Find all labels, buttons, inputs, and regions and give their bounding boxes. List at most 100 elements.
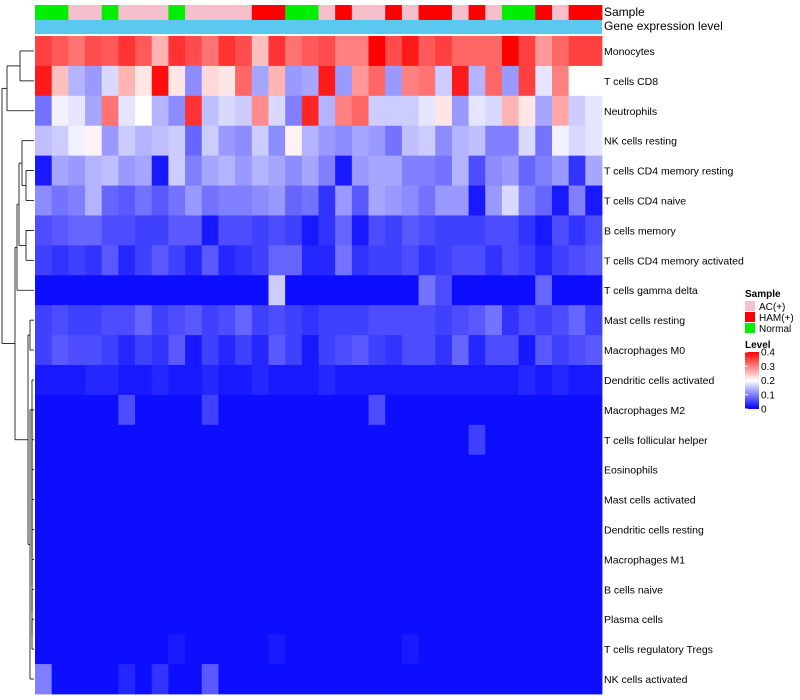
heatmap-cell	[51, 604, 69, 635]
heatmap-cell	[118, 95, 136, 127]
heatmap-cell	[101, 424, 119, 456]
heatmap-cell	[318, 185, 336, 216]
heatmap-cell	[151, 424, 169, 456]
heatmap-cell	[385, 125, 403, 157]
heatmap-cell	[335, 185, 353, 216]
sample-annotation-cell	[385, 5, 403, 20]
heatmap-cell	[318, 604, 336, 635]
heatmap-cell	[68, 215, 86, 246]
heatmap-cell	[585, 65, 603, 97]
heatmap-cell	[101, 36, 119, 67]
heatmap-cell	[568, 574, 586, 605]
heatmap-cell	[151, 36, 169, 67]
heatmap-cell	[568, 365, 586, 396]
heatmap-cell	[518, 484, 536, 515]
sample-annotation-cell	[435, 5, 453, 20]
heatmap-cell	[368, 275, 386, 306]
heatmap-cell	[268, 514, 286, 545]
heatmap-cell	[151, 484, 169, 515]
gene-expression-bar	[35, 20, 602, 34]
heatmap-cell	[501, 484, 520, 515]
heatmap-cell	[468, 305, 486, 336]
heatmap-cell	[318, 544, 336, 575]
heatmap-cell	[35, 604, 53, 635]
heatmap-cell	[351, 185, 369, 216]
row-label: NK cells resting	[604, 136, 677, 148]
heatmap-cell	[585, 245, 603, 276]
heatmap-cell	[401, 424, 419, 456]
heatmap-cell	[251, 514, 269, 545]
sample-annotation-cell	[235, 5, 253, 20]
heatmap-cell	[568, 65, 586, 97]
heatmap-cell	[68, 125, 86, 157]
heatmap-cell	[301, 514, 319, 545]
heatmap-cell	[501, 245, 520, 276]
heatmap-cell	[218, 215, 236, 246]
heatmap-cell	[468, 65, 486, 97]
heatmap-cell	[118, 335, 136, 366]
heatmap-cell	[35, 215, 53, 246]
level-colorbar	[745, 352, 759, 409]
heatmap-cell	[51, 305, 69, 336]
heatmap-cell	[201, 454, 219, 486]
sample-legend-title: Sample	[745, 289, 781, 300]
heatmap-cell	[535, 185, 553, 216]
sample-annotation-cell	[451, 5, 469, 20]
heatmap-cell	[51, 365, 69, 396]
heatmap-cell	[485, 305, 503, 336]
heatmap-cell	[351, 215, 369, 246]
heatmap-cell	[268, 305, 286, 336]
heatmap-cell	[218, 394, 236, 426]
heatmap-cell	[468, 484, 486, 515]
sample-annotation-cell	[501, 5, 520, 20]
heatmap-cell	[468, 185, 486, 216]
heatmap-cell	[568, 215, 586, 246]
heatmap-cell	[568, 664, 586, 695]
heatmap-cell	[468, 215, 486, 246]
level-legend-tick-label: 0.2	[761, 376, 775, 387]
heatmap-cell	[385, 634, 403, 665]
heatmap-cell	[501, 634, 520, 665]
heatmap-cell	[468, 574, 486, 605]
heatmap-cell	[85, 185, 103, 216]
heatmap-cell	[168, 95, 186, 127]
heatmap-cell	[135, 36, 153, 67]
heatmap-cell	[235, 36, 253, 67]
heatmap-cell	[585, 365, 603, 396]
heatmap-cell	[268, 65, 286, 97]
heatmap-cell	[185, 544, 203, 575]
heatmap-cell	[518, 215, 536, 246]
heatmap-cell	[418, 65, 436, 97]
heatmap-cell	[585, 95, 603, 127]
heatmap-cell	[501, 394, 520, 426]
heatmap-cell	[85, 245, 103, 276]
heatmap-cell	[285, 365, 303, 396]
heatmap-cell	[535, 275, 553, 306]
heatmap-cell	[85, 664, 103, 695]
sample-annotation-cell	[68, 5, 86, 20]
heatmap-cell	[118, 275, 136, 306]
heatmap-cell	[201, 65, 219, 97]
heatmap-cell	[485, 125, 503, 157]
heatmap-cell	[201, 544, 219, 575]
heatmap-cell	[251, 604, 269, 635]
heatmap-cell	[435, 125, 453, 157]
heatmap-cell	[468, 664, 486, 695]
heatmap-cell	[385, 514, 403, 545]
heatmap-cell	[335, 155, 353, 186]
heatmap-cell	[201, 514, 219, 545]
heatmap-cell	[485, 36, 503, 67]
heatmap-cell	[435, 484, 453, 515]
heatmap-cell	[85, 65, 103, 97]
heatmap-cell	[451, 305, 469, 336]
heatmap-cell	[51, 95, 69, 127]
heatmap-cell	[368, 394, 386, 426]
heatmap-cell	[151, 514, 169, 545]
sample-annotation-cell	[468, 5, 486, 20]
heatmap-cell	[201, 155, 219, 186]
heatmap-cell	[85, 335, 103, 366]
heatmap-cell	[268, 36, 286, 67]
heatmap-cell	[501, 36, 520, 67]
heatmap-cell	[268, 634, 286, 665]
heatmap-cell	[201, 36, 219, 67]
